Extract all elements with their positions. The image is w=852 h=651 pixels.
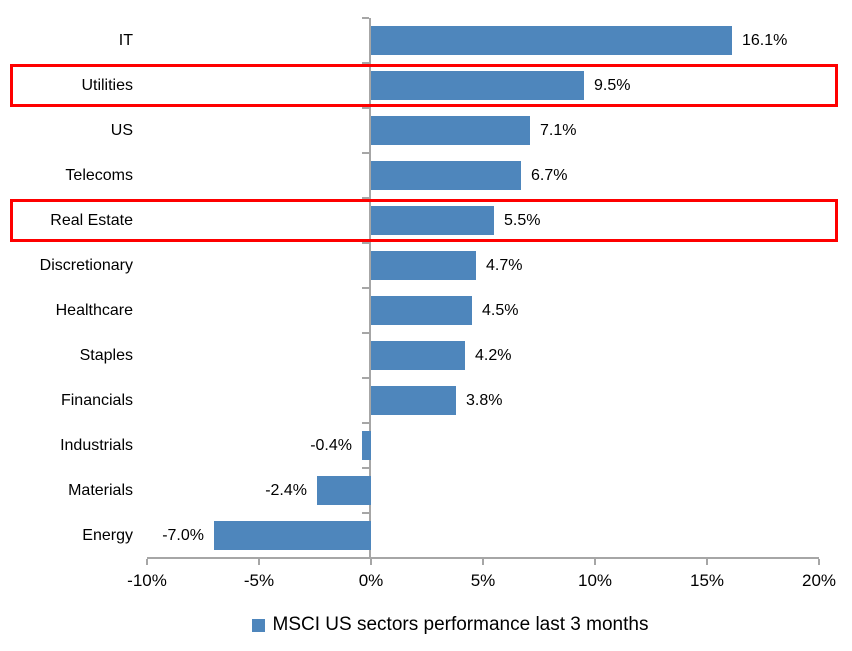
y-axis-tick (362, 512, 369, 514)
x-tick-label: 5% (470, 571, 496, 590)
x-axis-tick (370, 559, 372, 565)
legend-swatch (251, 618, 265, 632)
category-label: Industrials (60, 436, 133, 454)
category-label: Staples (79, 346, 133, 364)
x-tick-label: -10% (127, 571, 167, 590)
x-axis (147, 557, 819, 559)
value-label: 5.5% (504, 211, 541, 229)
bar (371, 71, 584, 100)
highlight-box (10, 64, 838, 107)
x-axis-tick (146, 559, 148, 565)
value-label: 4.2% (475, 346, 512, 364)
bar (371, 386, 456, 415)
value-label: 16.1% (742, 31, 788, 49)
value-label: -7.0% (162, 526, 204, 544)
y-axis-tick (362, 152, 369, 154)
x-axis-tick (706, 559, 708, 565)
value-label: 4.7% (486, 256, 523, 274)
category-label: Telecoms (65, 166, 133, 184)
x-tick-label: 15% (689, 571, 725, 590)
bar (371, 116, 530, 145)
x-tick-label: 10% (577, 571, 613, 590)
category-label: Energy (82, 526, 133, 544)
category-label: Utilities (81, 76, 133, 94)
bar (214, 521, 371, 550)
value-label: 9.5% (594, 76, 631, 94)
x-axis-tick (482, 559, 484, 565)
bar (371, 206, 494, 235)
bar (371, 161, 521, 190)
y-axis-tick (362, 107, 369, 109)
category-label: Discretionary (39, 256, 133, 274)
y-axis-tick (362, 377, 369, 379)
y-axis-tick (362, 287, 369, 289)
bar (371, 26, 732, 55)
x-tick-label: 0% (358, 571, 384, 590)
bar (362, 431, 371, 460)
x-tick-label: -5% (243, 571, 275, 590)
bar (317, 476, 371, 505)
y-axis-tick (362, 62, 369, 64)
category-label: Materials (68, 481, 133, 499)
chart-legend: MSCI US sectors performance last 3 month… (24, 610, 852, 640)
highlight-box (10, 199, 838, 242)
y-axis-tick (362, 197, 369, 199)
y-axis (369, 18, 371, 558)
value-label: 7.1% (540, 121, 577, 139)
category-label: US (110, 121, 133, 139)
legend-label: MSCI US sectors performance last 3 month… (272, 614, 649, 635)
category-label: IT (118, 31, 133, 49)
value-label: 4.5% (482, 301, 519, 319)
y-axis-tick (362, 17, 369, 19)
value-label: -0.4% (310, 436, 352, 454)
bar (371, 341, 465, 370)
value-label: -2.4% (265, 481, 307, 499)
y-axis-tick (362, 332, 369, 334)
x-axis-tick (594, 559, 596, 565)
bar (371, 296, 472, 325)
x-axis-tick (258, 559, 260, 565)
x-tick-label: 20% (801, 571, 837, 590)
y-axis-tick (362, 242, 369, 244)
category-label: Real Estate (50, 211, 133, 229)
category-label: Healthcare (55, 301, 133, 319)
y-axis-tick (362, 422, 369, 424)
category-label: Financials (60, 391, 133, 409)
value-label: 6.7% (531, 166, 568, 184)
value-label: 3.8% (466, 391, 503, 409)
x-axis-tick (818, 559, 820, 565)
y-axis-tick (362, 467, 369, 469)
bar (371, 251, 476, 280)
